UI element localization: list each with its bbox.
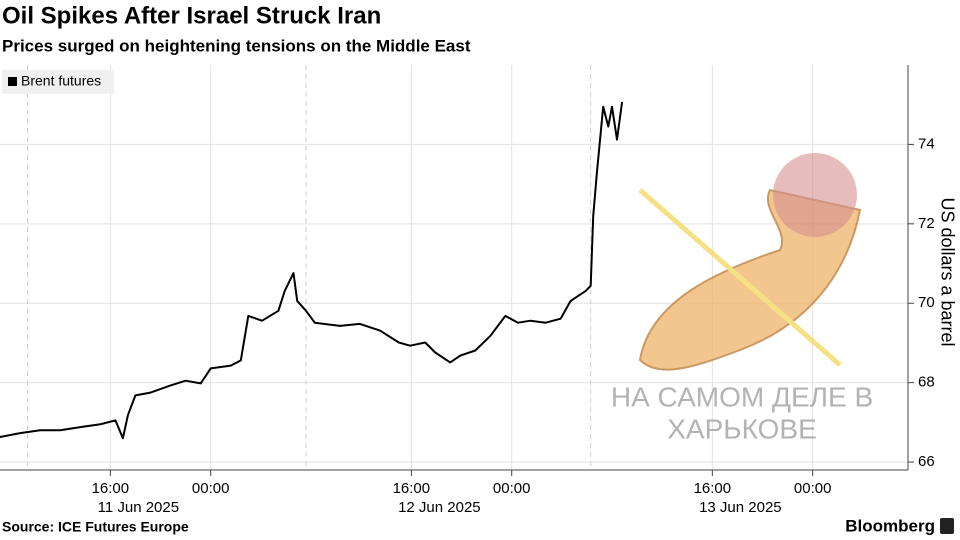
caduceus [638,188,842,367]
chart-subtitle: Prices surged on heightening tensions on… [2,36,471,55]
x-tick-label: 00:00 [493,480,531,497]
x-tick-label: 16:00 [393,480,431,497]
brand: Bloomberg [845,516,935,535]
watermark: НА САМОМ ДЕЛЕ В ХАРЬКОВЕ [611,153,873,444]
x-date-label: 11 Jun 2025 [98,499,179,516]
x-date-label: 12 Jun 2025 [398,499,481,516]
fruit [773,153,857,237]
watermark-text: ХАРЬКОВЕ [667,413,817,444]
cornucopia [638,188,862,371]
chart-title: Oil Spikes After Israel Struck Iran [2,2,381,29]
legend-label: Brent futures [21,73,101,89]
watermark-text: НА САМОМ ДЕЛЕ В [611,381,873,412]
x-tick-label: 16:00 [694,480,732,497]
y-tick-label: 72 [918,215,935,232]
brand-icon [940,518,954,534]
legend-box [2,70,114,94]
y-tick-label: 74 [918,135,935,152]
y-tick-label: 66 [918,453,935,470]
y-tick-label: 68 [918,374,935,391]
x-tick-label: 00:00 [794,480,832,497]
source: Source: ICE Futures Europe [2,519,189,535]
x-date-label: 13 Jun 2025 [699,499,782,516]
legend-swatch [8,77,17,86]
price-line [0,101,624,440]
x-tick-label: 16:00 [92,480,130,497]
x-tick-label: 00:00 [192,480,230,497]
y-axis-label: US dollars a barrel [937,197,957,346]
y-tick-label: 70 [918,294,935,311]
